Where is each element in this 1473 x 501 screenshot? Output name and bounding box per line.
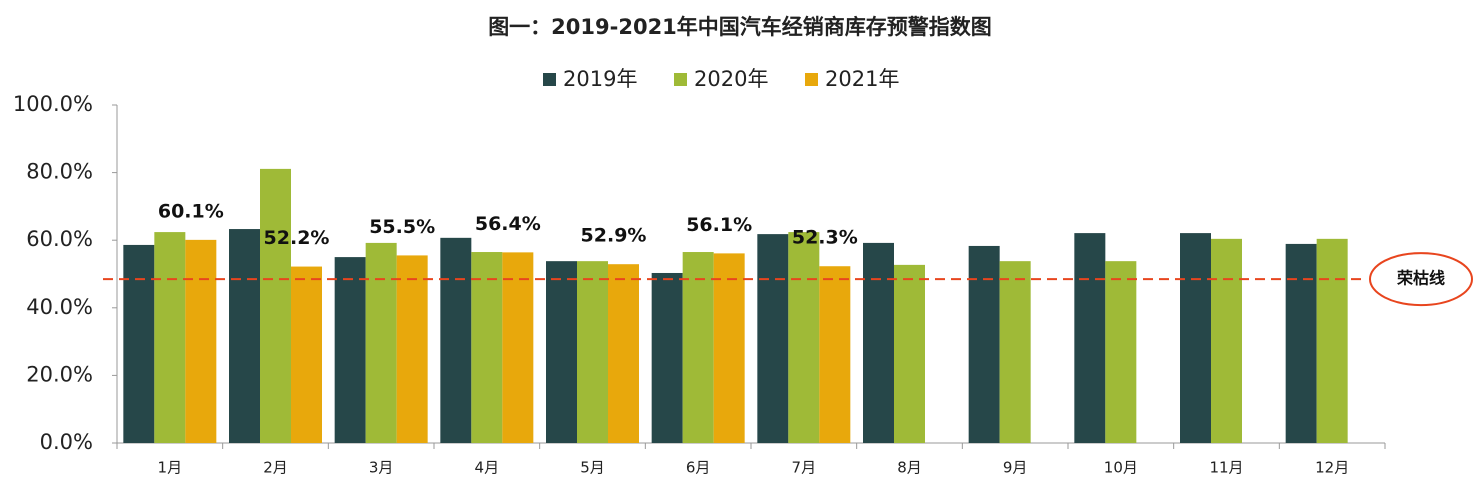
- bar: [1105, 261, 1137, 443]
- bar: [396, 255, 428, 443]
- bar: [440, 237, 472, 443]
- x-tick-label: 7月: [792, 459, 817, 477]
- x-tick-label: 3月: [369, 459, 394, 477]
- y-tick-label: 100.0%: [13, 92, 93, 116]
- bar: [291, 266, 322, 443]
- bar: [577, 261, 608, 443]
- bar: [502, 252, 534, 443]
- data-label: 52.2%: [264, 227, 330, 249]
- bar: [788, 232, 820, 443]
- bar: [123, 244, 155, 443]
- x-tick-label: 8月: [897, 459, 922, 477]
- bar: [713, 253, 745, 443]
- x-tick-label: 9月: [1003, 459, 1028, 477]
- bar: [608, 264, 639, 443]
- x-tick-label: 2月: [263, 459, 288, 477]
- data-label: 60.1%: [158, 200, 224, 222]
- legend-swatch: [543, 73, 556, 86]
- x-tick-label: 1月: [158, 459, 183, 477]
- data-label: 52.3%: [792, 227, 858, 249]
- bar: [334, 257, 366, 443]
- bar: [651, 272, 683, 443]
- chart-title: 图一：2019-2021年中国汽车经销商库存预警指数图: [488, 15, 992, 39]
- x-tick-label: 5月: [580, 459, 605, 477]
- bar: [185, 239, 217, 443]
- x-tick-label: 10月: [1104, 459, 1138, 477]
- reference-label: 荣枯线: [1396, 269, 1445, 288]
- data-label: 55.5%: [369, 216, 435, 238]
- legend-label: 2019年: [563, 67, 637, 91]
- y-tick-label: 60.0%: [26, 227, 93, 251]
- x-tick-label: 11月: [1209, 459, 1243, 477]
- bar: [757, 234, 789, 443]
- legend-swatch: [674, 73, 687, 86]
- bar: [154, 232, 186, 443]
- bar: [471, 252, 503, 443]
- x-tick-label: 4月: [475, 459, 500, 477]
- bar: [1316, 238, 1348, 443]
- reference-callout: [1369, 252, 1473, 307]
- x-tick-label: 12月: [1315, 459, 1349, 477]
- bar: [682, 252, 714, 443]
- y-tick-label: 40.0%: [26, 295, 93, 319]
- y-tick-label: 0.0%: [40, 430, 93, 454]
- bar: [999, 261, 1031, 443]
- y-tick-label: 20.0%: [26, 362, 93, 386]
- bar: [863, 242, 894, 443]
- bar: [1285, 243, 1317, 443]
- legend-swatch: [805, 73, 818, 86]
- bar: [365, 242, 397, 443]
- y-tick-label: 80.0%: [26, 160, 93, 184]
- bar: [546, 261, 577, 443]
- legend-label: 2021年: [825, 67, 899, 91]
- bar: [1211, 238, 1242, 443]
- data-label: 56.1%: [686, 214, 752, 236]
- bar: [1074, 233, 1106, 443]
- bar: [819, 266, 851, 443]
- bar: [229, 229, 260, 443]
- data-label: 52.9%: [581, 225, 647, 247]
- legend-label: 2020年: [694, 67, 768, 91]
- bar: [894, 264, 925, 443]
- x-tick-label: 6月: [686, 459, 711, 477]
- bar: [260, 168, 291, 443]
- bar: [968, 245, 1000, 443]
- bar: [1180, 233, 1211, 443]
- data-label: 56.4%: [475, 213, 541, 235]
